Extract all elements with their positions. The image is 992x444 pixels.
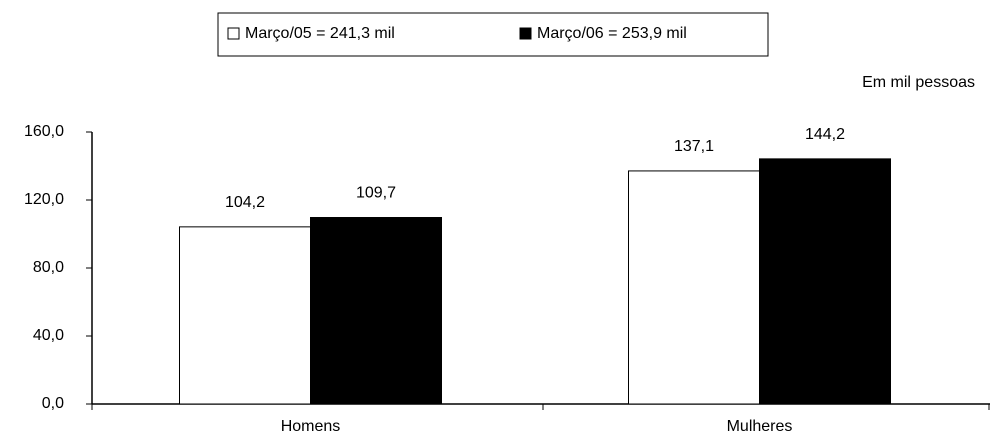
bar bbox=[179, 226, 311, 405]
legend-box bbox=[217, 12, 769, 57]
bar bbox=[628, 170, 760, 405]
x-tick-label: Mulheres bbox=[727, 418, 793, 435]
y-tick-label: 0,0 bbox=[42, 395, 64, 412]
value-label: 109,7 bbox=[356, 185, 396, 202]
value-label: 104,2 bbox=[225, 194, 265, 211]
legend-label: Março/06 = 253,9 mil bbox=[537, 25, 687, 42]
x-tick-label: Homens bbox=[281, 418, 341, 435]
y-tick-label: 40,0 bbox=[33, 327, 64, 344]
value-label: 137,1 bbox=[674, 138, 714, 155]
y-tick-label: 120,0 bbox=[24, 191, 64, 208]
value-label: 144,2 bbox=[805, 126, 845, 143]
unit-label: Em mil pessoas bbox=[862, 74, 975, 91]
y-tick-label: 80,0 bbox=[33, 259, 64, 276]
legend-swatch bbox=[227, 27, 240, 40]
bar bbox=[759, 158, 891, 405]
legend-swatch bbox=[519, 27, 532, 40]
y-tick-label: 160,0 bbox=[24, 123, 64, 140]
bar bbox=[310, 217, 442, 405]
legend-label: Março/05 = 241,3 mil bbox=[245, 25, 395, 42]
